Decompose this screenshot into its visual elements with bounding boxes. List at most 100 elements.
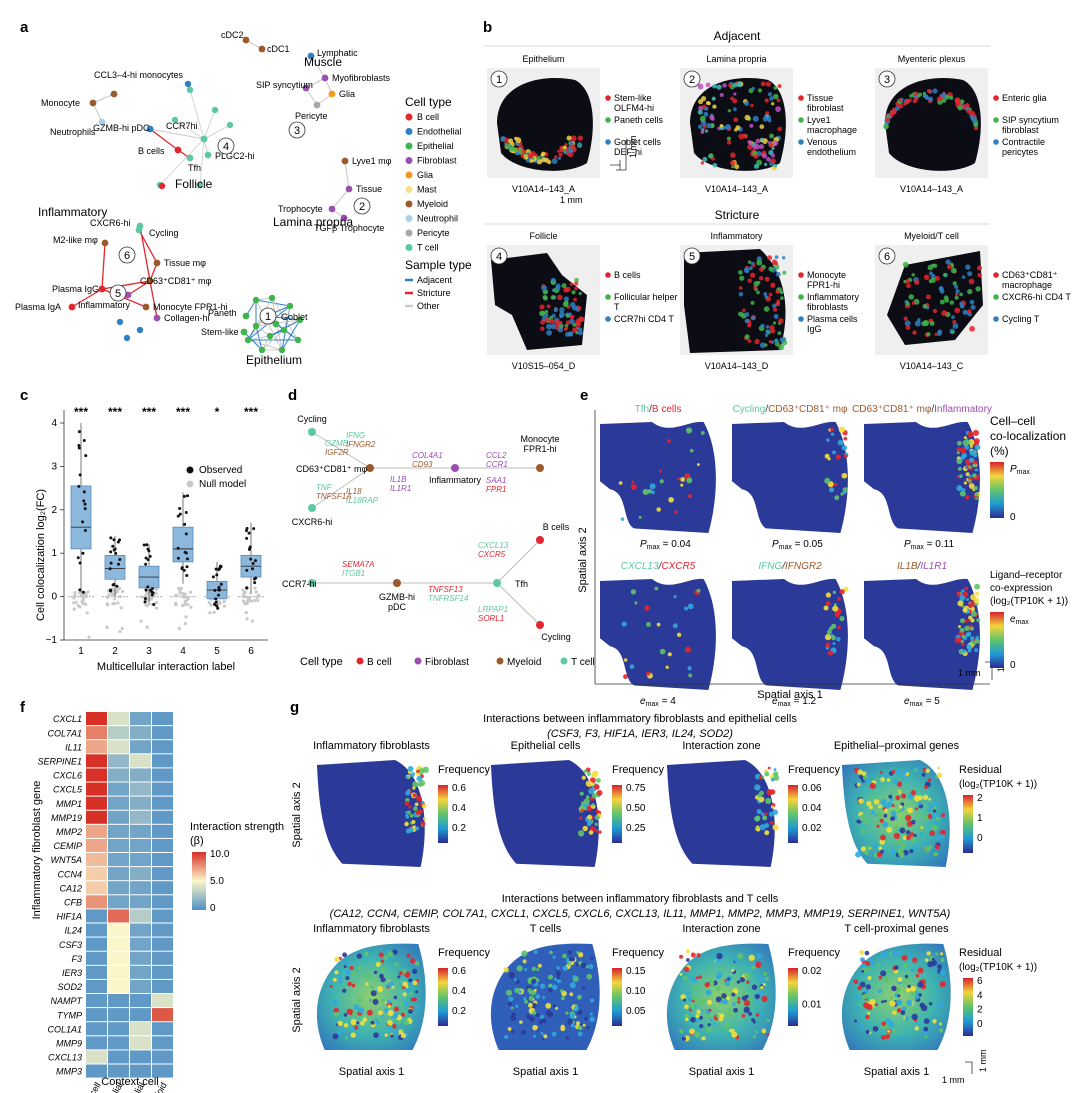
spot [356, 1021, 360, 1025]
spot [967, 309, 972, 314]
spot [972, 463, 976, 468]
spot [408, 805, 412, 809]
heat-cell [152, 810, 173, 824]
box-iqr [104, 554, 126, 580]
spot [567, 331, 574, 337]
spot [742, 308, 746, 313]
spot [766, 789, 773, 796]
tile-legend-label-cycling-t: Cycling T [1002, 314, 1040, 324]
observed-point [180, 566, 184, 570]
heat-cell [130, 867, 151, 881]
spot [507, 1001, 513, 1007]
spot [859, 950, 865, 955]
spot [412, 968, 418, 974]
spot [768, 339, 772, 344]
spot [570, 956, 576, 962]
spot [388, 956, 392, 961]
spot [533, 988, 537, 992]
node-trophocyte [328, 205, 336, 213]
null-point [182, 603, 186, 607]
heat-row-label-nampt: NAMPT [51, 996, 84, 1006]
spot [551, 278, 556, 283]
heat-cell [108, 810, 129, 824]
tile-title: Lamina propria [706, 54, 766, 64]
map-g-colorbar-1-2 [788, 968, 798, 1026]
spot [573, 1006, 579, 1012]
observed-point [77, 444, 81, 448]
spot [702, 156, 708, 162]
spot [969, 457, 975, 463]
spot [378, 952, 384, 958]
node-label-ccr7-hi: CCR7-hi [282, 579, 317, 589]
spot [693, 985, 698, 989]
spot [520, 154, 524, 158]
spot [904, 974, 909, 979]
spot [762, 815, 768, 821]
node-gzmb-hi-pdc [146, 125, 154, 133]
observed-point [109, 561, 113, 565]
spot [329, 985, 333, 988]
spot [546, 304, 551, 309]
legend-swatch-neutrophil [405, 215, 413, 222]
edge-stricture [149, 280, 158, 319]
spot [938, 1028, 944, 1033]
spot [934, 775, 938, 779]
spot [869, 782, 876, 789]
map-g-colorbar-1-3 [963, 978, 973, 1036]
spot [749, 123, 754, 128]
edge-label-sema7a: SEMA7A [342, 560, 374, 569]
spot [709, 114, 715, 120]
spot [559, 148, 565, 153]
panel-b-scale-bar: 1 mm [560, 160, 621, 205]
map-e-stat-1-0: emax = 4 [640, 696, 676, 708]
x-tick-label: 4 [180, 646, 186, 657]
heat-cell [130, 937, 151, 951]
observed-point [215, 604, 219, 608]
edge-label-tnfsf13: TNFSF13 [428, 585, 463, 594]
heat-row-label-col7a1: COL7A1 [47, 728, 82, 738]
spot [423, 816, 427, 821]
observed-point [245, 536, 249, 540]
node-label-sip-syncytium: SIP syncytium [256, 80, 313, 90]
spot [375, 961, 381, 968]
heat-row-label-ier3: IER3 [62, 968, 82, 978]
spot [588, 963, 594, 970]
spot [827, 457, 831, 461]
module-circle-5 [109, 284, 127, 302]
tile-legend-dot [605, 294, 611, 300]
box-iqr [172, 526, 194, 563]
observed-point [115, 584, 119, 588]
node-label-plasma-igg: Plasma IgG [52, 284, 99, 294]
spot [934, 332, 938, 337]
edge-label-il18rap: IL18RAP [346, 496, 379, 505]
spot [379, 973, 384, 979]
spot [959, 474, 963, 478]
spot [965, 472, 970, 477]
map-g-colorbar-0-2 [788, 785, 798, 843]
spot [690, 1016, 696, 1023]
spot [909, 93, 914, 98]
map-g-1-0 [316, 943, 426, 1050]
tile-number: 6 [884, 251, 890, 263]
spot [748, 1011, 752, 1016]
spot [906, 835, 912, 841]
spot [755, 1013, 760, 1017]
x-tick-label: 6 [248, 646, 254, 657]
heat-row-label-cxcl1: CXCL1 [53, 714, 82, 724]
e-x-label: Spatial axis 1 [757, 689, 822, 701]
spot [879, 839, 886, 845]
module-number-5: 5 [115, 288, 121, 300]
observed-point [183, 550, 187, 554]
null-point [244, 602, 248, 606]
spot [748, 997, 753, 1002]
spot [577, 1031, 583, 1037]
spot [901, 954, 908, 961]
node-label-gzmb: GZMB-hi [379, 592, 415, 602]
node-label-inflammatory: Inflammatory [78, 300, 131, 310]
spot [908, 294, 915, 300]
spot [346, 1008, 353, 1015]
spot [880, 834, 886, 841]
legend-swatch-glia [405, 171, 413, 179]
spot [404, 801, 410, 806]
